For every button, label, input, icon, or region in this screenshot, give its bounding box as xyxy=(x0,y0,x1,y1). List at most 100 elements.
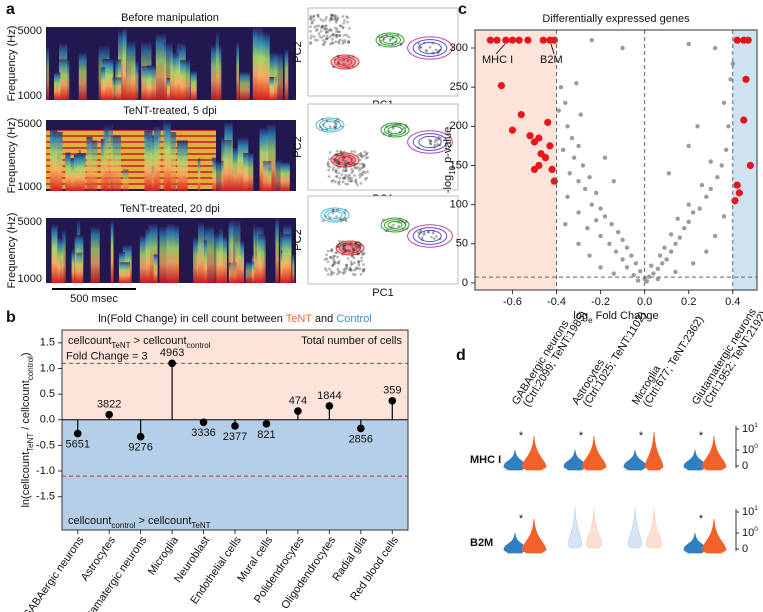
pca-point xyxy=(365,176,369,180)
spectrogram-syllable xyxy=(141,66,152,100)
pca-contour xyxy=(384,219,406,231)
pca-point xyxy=(391,226,394,229)
pca-contour xyxy=(407,36,453,60)
spectrogram-syllable xyxy=(86,136,93,191)
pca-point xyxy=(337,30,340,34)
pca-point xyxy=(344,219,348,223)
pca-point xyxy=(343,249,347,253)
pca-point xyxy=(348,176,352,180)
pca-point xyxy=(336,181,340,184)
spectrogram-syllable xyxy=(122,27,127,100)
pca-point xyxy=(331,33,335,37)
pca-point xyxy=(342,251,345,255)
pca-point xyxy=(321,25,325,29)
pca-point xyxy=(334,251,337,255)
de-gene-point xyxy=(493,36,501,44)
spectrogram-syllable xyxy=(213,160,225,191)
pca-point xyxy=(355,183,359,187)
pca-point xyxy=(363,267,366,271)
gene-point xyxy=(721,214,727,219)
gene-point xyxy=(704,249,709,254)
region-label: cellcountTeNT > cellcountcontrol xyxy=(68,335,211,350)
gene-point xyxy=(662,245,667,250)
y-tick-label: 100 xyxy=(450,199,468,211)
pca-point xyxy=(310,21,314,25)
pca-point xyxy=(348,179,351,183)
de-gene-point xyxy=(517,110,525,119)
gene-point xyxy=(598,206,603,211)
pca-point xyxy=(339,150,343,154)
gene-point xyxy=(569,135,575,141)
lollipop-head xyxy=(262,420,271,428)
pca-point xyxy=(334,14,338,18)
pca-point xyxy=(350,176,354,180)
lollipop-head xyxy=(73,429,82,438)
pca-point xyxy=(399,43,403,46)
pca-point xyxy=(324,18,327,22)
gene-point xyxy=(585,225,590,231)
pca-point xyxy=(350,241,353,245)
pca-point xyxy=(391,35,395,39)
pca-point xyxy=(328,217,331,220)
gene-point xyxy=(721,100,727,106)
pca-point xyxy=(350,179,353,183)
pca-point xyxy=(331,168,335,172)
pca-contour xyxy=(327,211,343,219)
y-axis-label: -log10 p-value xyxy=(442,127,457,193)
pca-point xyxy=(363,154,366,157)
pca-point xyxy=(336,62,340,65)
pca-point xyxy=(329,17,333,20)
pca-point xyxy=(332,254,335,258)
pca-point xyxy=(341,245,345,249)
pca-point xyxy=(423,41,426,45)
spectrogram-syllable xyxy=(164,122,171,191)
gene-point xyxy=(563,100,568,106)
pca-point xyxy=(397,220,400,224)
de-gene-point xyxy=(544,118,552,127)
gene-point xyxy=(708,159,713,164)
significance-mark: * xyxy=(699,513,704,525)
pca-point xyxy=(385,34,388,37)
x-tick-label: -0.4 xyxy=(547,296,566,308)
pca-point xyxy=(309,40,313,44)
pca-point xyxy=(334,33,338,37)
pca-point xyxy=(417,42,421,45)
violin xyxy=(683,532,707,554)
pca-point xyxy=(324,215,328,218)
gene-point xyxy=(587,175,592,180)
pca-point xyxy=(431,231,435,235)
pca-point xyxy=(343,164,347,168)
pca-point xyxy=(350,149,354,153)
de-gene-point xyxy=(735,189,743,197)
pca-point xyxy=(350,179,353,183)
violin xyxy=(623,449,647,471)
pca-point xyxy=(335,164,338,168)
gene-point xyxy=(589,202,594,207)
pca-point xyxy=(361,269,365,273)
y-axis-label-part: 10 xyxy=(448,165,457,174)
de-gene-point xyxy=(733,36,741,44)
spectrogram-syllable xyxy=(266,124,276,191)
pca-point xyxy=(343,169,347,173)
pca-point xyxy=(355,241,358,244)
spectrogram-syllable xyxy=(90,226,100,283)
pca-point xyxy=(330,179,334,183)
pca-point xyxy=(405,227,408,231)
pca-point xyxy=(344,164,348,167)
spectrogram-syllable xyxy=(72,252,83,283)
pca-point xyxy=(401,127,405,131)
count-label: 9276 xyxy=(128,442,152,454)
pca-point xyxy=(341,158,345,162)
y-tick-label: -0.5 xyxy=(36,439,55,451)
pca-point xyxy=(423,231,426,235)
pca-point xyxy=(359,152,363,156)
pca-point xyxy=(331,157,335,161)
pca-point xyxy=(340,173,344,176)
pca-point xyxy=(331,263,335,267)
pca-point xyxy=(391,127,395,130)
y-tick-label: 1000 xyxy=(18,273,42,285)
gene-point xyxy=(602,214,608,219)
pca-point xyxy=(334,158,338,162)
pca-point xyxy=(398,130,402,134)
count-label: 5651 xyxy=(65,438,89,450)
